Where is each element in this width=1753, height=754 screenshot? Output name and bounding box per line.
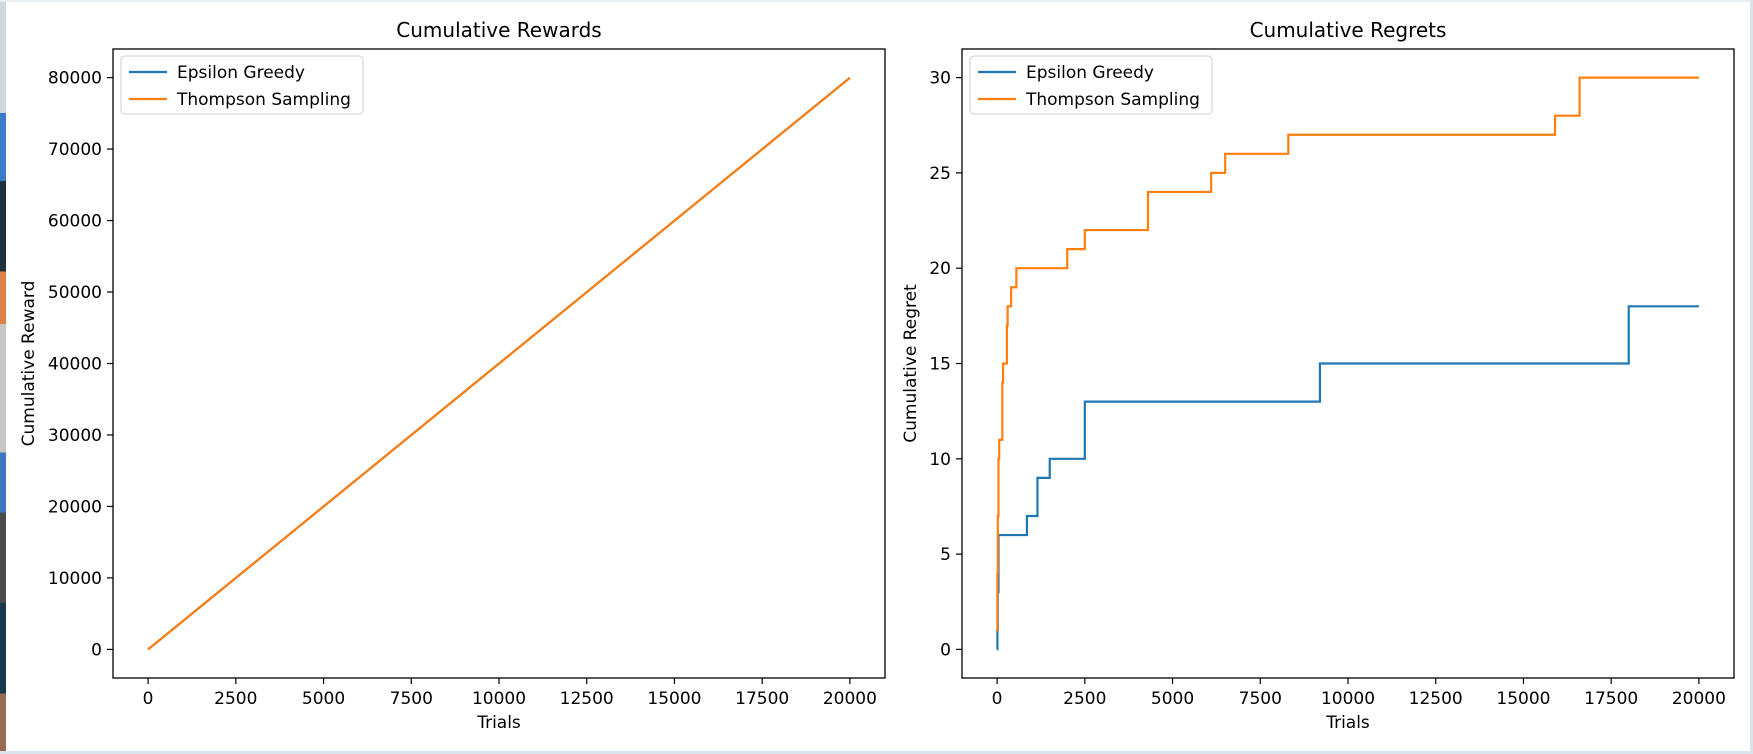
y-tick-label: 50000 <box>48 283 102 303</box>
y-tick-label: 30000 <box>48 426 102 446</box>
y-axis-label: Cumulative Regret <box>901 284 921 443</box>
cumulative-regrets-chart: Cumulative Regrets Trials Cumulative Reg… <box>901 18 1735 733</box>
x-tick-label: 20000 <box>1672 689 1726 709</box>
legend: Epsilon Greedy Thompson Sampling <box>120 55 364 115</box>
y-tick-label: 25 <box>929 164 951 184</box>
x-tick-label: 2500 <box>214 689 257 709</box>
x-tick-label: 5000 <box>1151 689 1194 709</box>
legend-label-epsilon-greedy: Epsilon Greedy <box>177 63 305 83</box>
y-tick-label: 20000 <box>48 497 102 517</box>
y-tick-label: 20 <box>929 259 951 279</box>
chart-title: Cumulative Rewards <box>396 18 601 42</box>
cumulative-rewards-chart: Cumulative Rewards Trials Cumulative Rew… <box>19 18 886 733</box>
window-bottom-border <box>0 751 1753 754</box>
y-tick-label: 0 <box>91 640 102 660</box>
chart-title: Cumulative Regrets <box>1250 18 1447 42</box>
series-line-thompson-sampling <box>996 76 1699 632</box>
background-window-strip <box>0 0 6 754</box>
y-tick-label: 30 <box>929 69 951 89</box>
series-line-epsilon-greedy <box>996 305 1699 651</box>
x-tick-label: 12500 <box>1409 689 1463 709</box>
x-tick-label: 7500 <box>1239 689 1282 709</box>
plot-frame <box>112 48 886 679</box>
y-tick-label: 10 <box>929 450 951 470</box>
plot-frame <box>961 48 1735 679</box>
y-tick-label: 5 <box>940 545 951 565</box>
legend: Epsilon Greedy Thompson Sampling <box>969 55 1213 115</box>
x-tick-label: 17500 <box>1584 689 1638 709</box>
y-tick-label: 40000 <box>48 355 102 375</box>
x-tick-label: 20000 <box>823 689 877 709</box>
y-tick-label: 80000 <box>48 69 102 89</box>
y-tick-label: 60000 <box>48 212 102 232</box>
x-tick-label: 15000 <box>647 689 701 709</box>
series-lines <box>147 76 851 651</box>
x-axis-label: Trials <box>476 713 521 733</box>
y-tick-label: 0 <box>940 640 951 660</box>
x-tick-label: 5000 <box>302 689 345 709</box>
x-tick-label: 15000 <box>1496 689 1550 709</box>
x-tick-label: 7500 <box>390 689 433 709</box>
y-axis-label: Cumulative Reward <box>19 281 39 447</box>
legend-box <box>120 55 364 115</box>
x-axis-label: Trials <box>1325 713 1370 733</box>
x-tick-label: 12500 <box>560 689 614 709</box>
legend-label-thompson-sampling: Thompson Sampling <box>1025 90 1200 110</box>
axis-ticks: 0 2500 5000 7500 10000 12500 15000 17500 20000 0 1… <box>48 69 877 709</box>
window-top-border <box>0 0 1753 2</box>
axis-ticks: 0 2500 5000 7500 10000 12500 15000 17500 20000 0 5… <box>929 69 1726 709</box>
legend-box <box>969 55 1213 115</box>
x-tick-label: 0 <box>992 689 1003 709</box>
y-tick-label: 70000 <box>48 140 102 160</box>
x-tick-label: 10000 <box>1321 689 1375 709</box>
y-tick-label: 15 <box>929 355 951 375</box>
x-tick-label: 10000 <box>472 689 526 709</box>
y-tick-label: 10000 <box>48 569 102 589</box>
x-tick-label: 2500 <box>1063 689 1106 709</box>
x-tick-label: 0 <box>143 689 154 709</box>
legend-label-epsilon-greedy: Epsilon Greedy <box>1026 63 1154 83</box>
series-line-thompson-sampling <box>147 76 851 651</box>
series-lines <box>996 76 1699 651</box>
x-tick-label: 17500 <box>735 689 789 709</box>
legend-label-thompson-sampling: Thompson Sampling <box>176 90 351 110</box>
window-right-border <box>1750 0 1753 754</box>
